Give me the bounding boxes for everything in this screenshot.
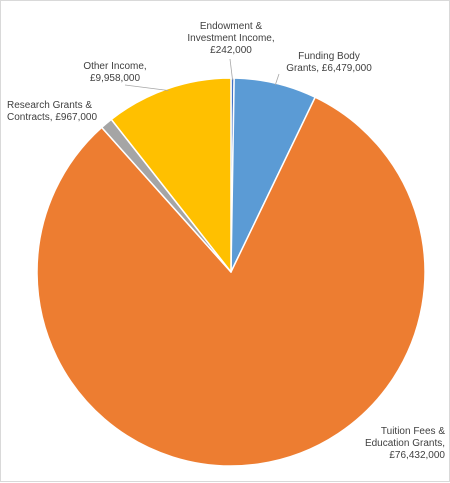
slice-label-funding-body: Funding Body Grants, £6,479,000 bbox=[279, 51, 379, 75]
slice-label-research-grants: Research Grants & Contracts, £967,000 bbox=[7, 100, 111, 124]
leader-line-other-income bbox=[125, 85, 168, 91]
slice-label-tuition-fees: Tuition Fees & Education Grants, £76,432… bbox=[351, 426, 445, 462]
slice-label-other-income: Other Income, £9,958,000 bbox=[75, 61, 155, 85]
leader-line-endowment bbox=[230, 59, 233, 80]
slice-label-endowment: Endowment & Investment Income, £242,000 bbox=[179, 21, 283, 57]
